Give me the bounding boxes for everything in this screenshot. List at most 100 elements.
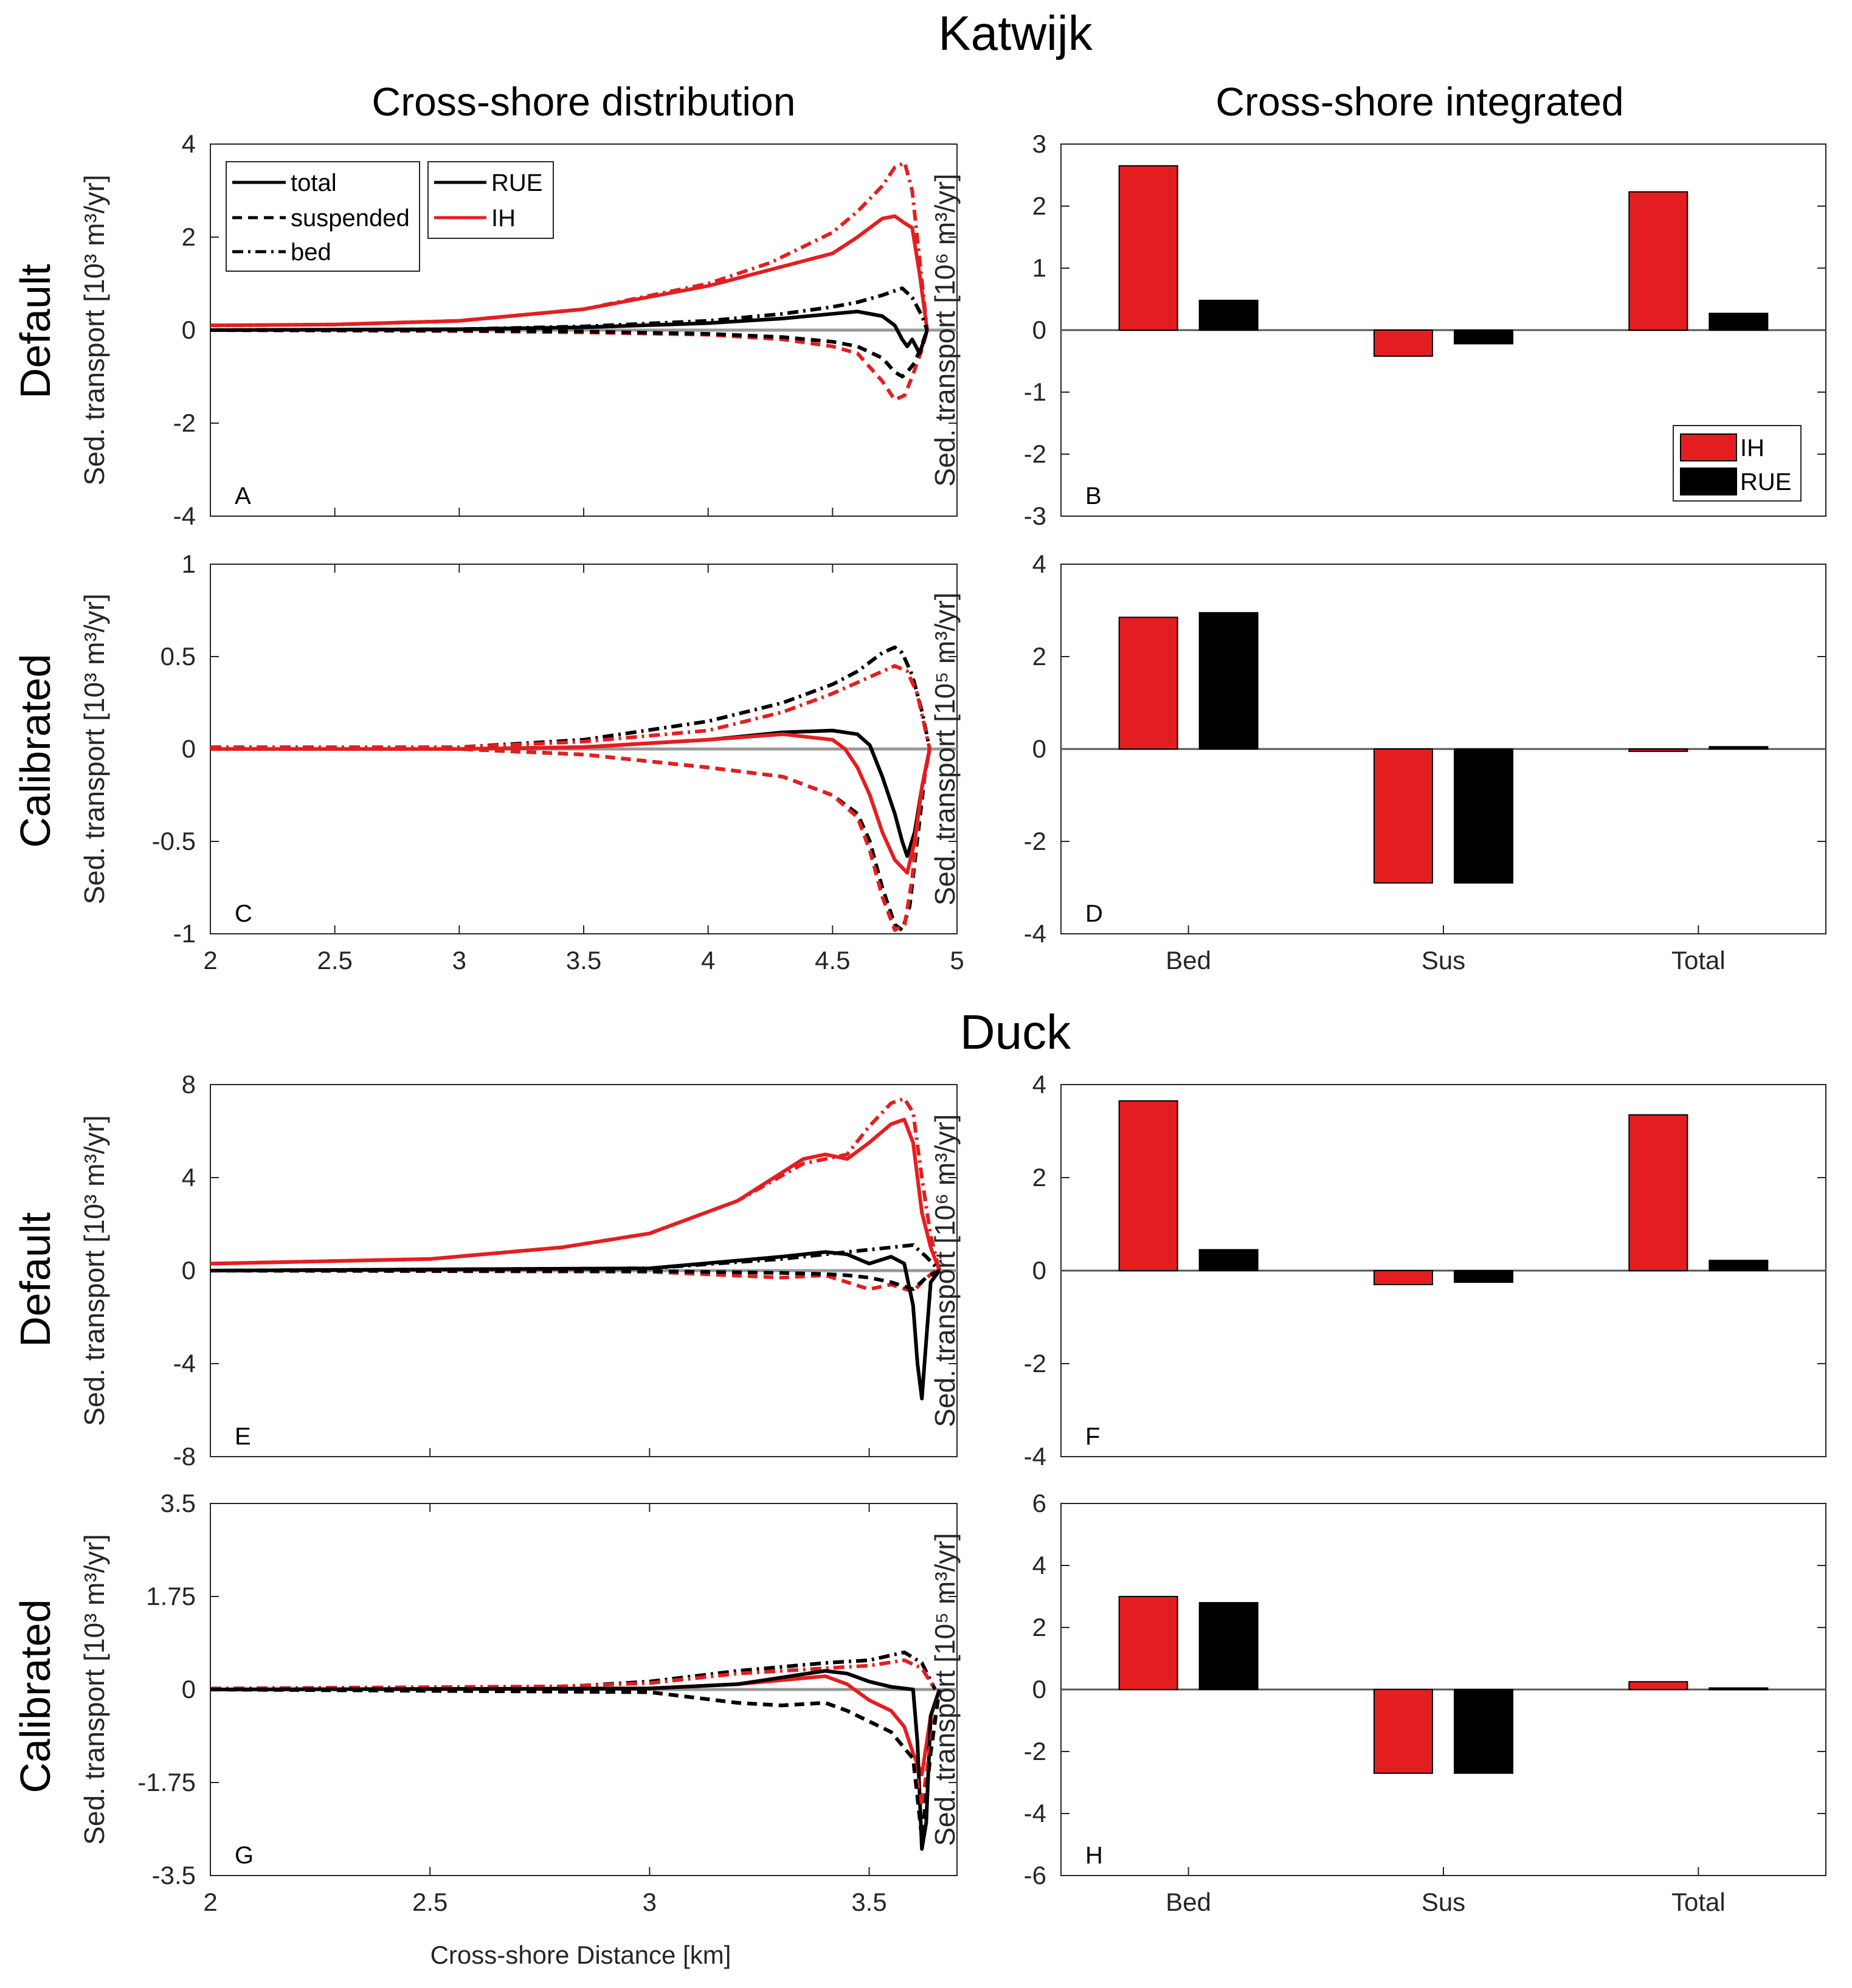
x-tick-label: Total [1671, 946, 1726, 975]
y-axis-label: Sed. transport [10³ m³/yr] [78, 174, 110, 485]
panel-label: B [1085, 483, 1102, 509]
x-tick-label: 5 [950, 946, 964, 975]
x-tick-label: 3.5 [851, 1888, 886, 1916]
bar-ih-sus [1373, 1270, 1433, 1285]
x-tick-label: 3 [643, 1888, 657, 1916]
y-tick-label: 4 [182, 129, 196, 158]
x-tick-label: 2 [203, 1888, 217, 1916]
y-axis-label: Sed. transport [10⁵ m³/yr] [929, 592, 961, 905]
series-rue-bed [210, 1650, 937, 1691]
row-label-calibrated-duck: Calibrated [12, 1599, 59, 1793]
y-tick-label: 0 [182, 734, 196, 763]
y-tick-label: 4 [182, 1163, 196, 1192]
panel-c: 1 0.5 0 -0.5 -1 Sed. transport [10³ m³/yr] C2 2… [78, 550, 964, 975]
series-rue-total [210, 1669, 941, 1851]
panel-a: 4 2 0 -2 -4 Sed. transport [10³ m³/yr] A [78, 129, 958, 530]
x-tick-label: Sus [1422, 1888, 1465, 1916]
x-tick-label: 2.5 [412, 1888, 447, 1916]
legend-bar-label-rue: RUE [1740, 469, 1791, 495]
x-tick-label: 2 [203, 946, 217, 975]
y-tick-label: -2 [1024, 1349, 1046, 1378]
y-tick-label: -4 [1024, 919, 1046, 948]
y-tick-label: 0 [182, 316, 196, 344]
x-tick-label: Bed [1166, 946, 1211, 975]
panel-label: F [1085, 1423, 1100, 1450]
x-tick-label: Sus [1422, 946, 1465, 975]
panel-label: A [235, 483, 251, 509]
bar-rue-sus [1454, 330, 1513, 345]
bar-rue-total [1709, 1687, 1769, 1691]
title-katwijk: Katwijk [938, 6, 1093, 60]
y-axis-label: Sed. transport [10⁵ m³/yr] [929, 1533, 961, 1846]
y-tick-label: -1 [1024, 378, 1046, 406]
bar-ih-total [1628, 748, 1688, 752]
y-tick-label: 4 [1032, 1070, 1046, 1099]
y-tick-label: -3 [1024, 502, 1046, 530]
y-tick-label: 0 [1032, 734, 1046, 763]
y-axis-label: Sed. transport [10³ m³/yr] [78, 1534, 110, 1845]
y-tick-label: 0 [182, 1256, 196, 1285]
bar-rue-bed [1198, 1249, 1259, 1271]
bar-rue-sus [1454, 1270, 1513, 1283]
y-tick-label: 0.5 [161, 642, 196, 671]
series-ih-suspended [210, 747, 931, 932]
y-axis-label: Sed. transport [10⁶ m³/yr] [929, 1114, 961, 1427]
y-tick-label: -4 [173, 502, 196, 530]
x-tick-label: Total [1671, 1888, 1726, 1916]
bar-rue-total [1709, 746, 1769, 750]
x-tick-label: 4.5 [815, 946, 850, 975]
panel-g: 3.5 1.75 0 -1.75 -3.5 Sed. transport [10³ m³/… [78, 1489, 958, 1916]
series-ih-bed [210, 664, 931, 750]
y-tick-label: 1 [182, 550, 196, 578]
y-axis-label: Sed. transport [10⁶ m³/yr] [929, 174, 961, 487]
bar-rue-bed [1198, 612, 1259, 750]
y-tick-label: 1 [1032, 254, 1046, 282]
legend-label-suspended: suspended [291, 205, 410, 232]
y-tick-label: 4 [1032, 550, 1046, 578]
bar-ih-bed [1118, 1596, 1178, 1690]
bar-ih-bed [1118, 1100, 1178, 1272]
y-tick-label: -0.5 [152, 827, 196, 855]
bar-ih-bed [1118, 165, 1178, 331]
legend-box [427, 161, 554, 239]
y-tick-label: -4 [1024, 1799, 1046, 1828]
y-tick-label: -3.5 [152, 1861, 196, 1890]
bar-ih-total [1628, 1114, 1688, 1271]
bar-rue-bed [1198, 300, 1259, 331]
legend-model: RUE IH [427, 161, 554, 239]
series-ih-suspended [210, 328, 929, 402]
bar-rue-bed [1198, 1602, 1259, 1690]
legend-line-style: total suspended bed [226, 161, 420, 272]
panel-f: 4 2 0 -2 -4 Sed. transport [10⁶ m³/yr] F [929, 1070, 1826, 1471]
series-ih-total [210, 1117, 941, 1272]
title-duck: Duck [960, 1005, 1071, 1059]
y-tick-label: 2 [182, 223, 196, 251]
series-ih-total [210, 214, 929, 331]
bar-ih-total [1628, 1681, 1688, 1690]
legend-bar: IH RUE [1673, 425, 1802, 502]
x-tick-label: 2.5 [317, 946, 352, 975]
y-tick-label: -6 [1024, 1861, 1046, 1890]
y-tick-label: 2 [1032, 642, 1046, 671]
legend-swatch-rue [1680, 468, 1737, 495]
y-tick-label: -2 [1024, 440, 1046, 468]
panel-label: G [235, 1842, 254, 1869]
y-tick-label: -8 [173, 1442, 196, 1471]
y-axis-label: Sed. transport [10³ m³/yr] [78, 1115, 110, 1426]
y-tick-label: 0 [1032, 1675, 1046, 1703]
bar-ih-total [1628, 191, 1688, 331]
bar-rue-sus [1454, 748, 1513, 884]
row-label-default-katwijk: Default [12, 264, 59, 399]
y-tick-label: 0 [1032, 1256, 1046, 1285]
panel-d: 4 2 0 -2 -4 Sed. transport [10⁵ m³/yr] D Bed Sus… [929, 550, 1826, 975]
y-tick-label: 2 [1032, 192, 1046, 220]
y-tick-label: -1.75 [137, 1768, 196, 1796]
y-tick-label: -1 [173, 919, 196, 948]
legend-label-ih: IH [491, 205, 516, 232]
bar-ih-sus [1373, 748, 1433, 884]
title-right-column: Cross-shore integrated [1215, 79, 1623, 124]
x-tick-label: Bed [1166, 1888, 1211, 1916]
bar-ih-sus [1373, 330, 1433, 357]
series-ih-suspended [210, 1269, 936, 1294]
series-rue-total [210, 1250, 941, 1401]
